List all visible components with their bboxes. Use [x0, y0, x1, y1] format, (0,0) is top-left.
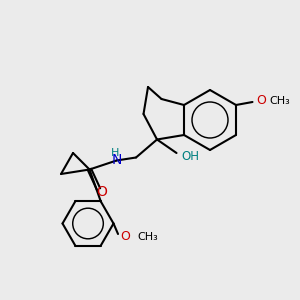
- Text: O: O: [256, 94, 266, 107]
- Text: N: N: [111, 154, 122, 167]
- Text: H: H: [111, 148, 119, 158]
- Text: CH₃: CH₃: [137, 232, 158, 242]
- Text: O: O: [121, 230, 130, 244]
- Text: CH₃: CH₃: [269, 95, 290, 106]
- Text: OH: OH: [181, 149, 199, 163]
- Text: O: O: [96, 185, 107, 199]
